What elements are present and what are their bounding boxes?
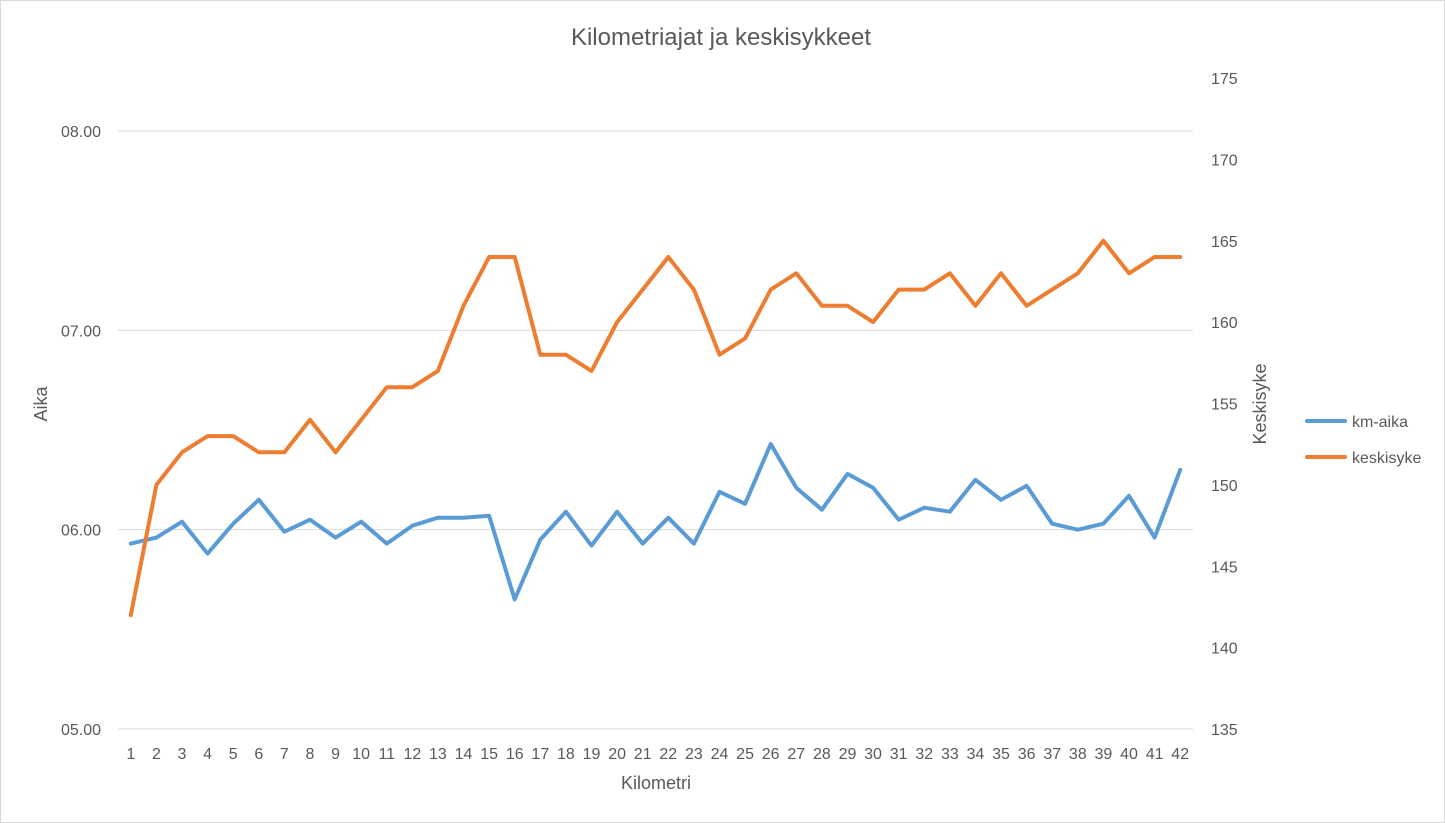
x-tick-label: 38 [1069,746,1087,763]
x-tick-label: 35 [992,746,1010,763]
x-tick-label: 8 [306,746,315,763]
x-tick-label: 25 [736,746,754,763]
legend-label: km-aika [1352,414,1408,431]
x-tick-label: 42 [1171,746,1189,763]
x-tick-label: 1 [126,746,135,763]
right-axis-title: Keskisyke [1250,363,1270,444]
x-tick-label: 41 [1146,746,1164,763]
x-tick-label: 15 [480,746,498,763]
x-tick-label: 14 [455,746,473,763]
x-tick-label: 28 [813,746,831,763]
right-tick-label: 170 [1211,152,1238,169]
x-tick-label: 9 [331,746,340,763]
x-tick-label: 3 [178,746,187,763]
right-tick-label: 155 [1211,397,1238,414]
x-tick-label: 17 [531,746,549,763]
right-tick-label: 145 [1211,559,1238,576]
x-tick-label: 13 [429,746,447,763]
x-tick-label: 29 [839,746,857,763]
left-axis-title: Aika [31,386,51,422]
left-tick-label: 07.00 [61,323,101,340]
x-tick-label: 36 [1018,746,1036,763]
x-tick-label: 39 [1095,746,1113,763]
x-tick-label: 26 [762,746,780,763]
right-axis-ticks: 135 140 145 150 155 160 165 170 175 [1211,71,1238,739]
left-tick-label: 06.00 [61,523,101,540]
x-tick-label: 20 [608,746,626,763]
x-tick-label: 27 [787,746,805,763]
x-tick-label: 2 [152,746,161,763]
chart-title: Kilometriajat ja keskisykkeet [571,24,871,51]
x-tick-label: 7 [280,746,289,763]
x-tick-label: 24 [711,746,729,763]
legend: km-aika keskisyke [1305,414,1421,467]
series-line-km-aika [128,442,1183,602]
x-axis-ticks: 1 2 3 4 5 6 7 8 9 10 11 12 13 14 15 16 17 18 19 20 21 22 23 24 2… [126,746,1189,763]
x-tick-label: 19 [583,746,601,763]
x-tick-label: 21 [634,746,652,763]
x-tick-label: 18 [557,746,575,763]
x-tick-label: 33 [941,746,959,763]
right-tick-label: 175 [1211,71,1238,88]
x-tick-label: 32 [915,746,933,763]
right-tick-label: 140 [1211,641,1238,658]
x-tick-label: 5 [229,746,238,763]
x-tick-label: 4 [203,746,212,763]
x-tick-label: 16 [506,746,524,763]
right-tick-label: 160 [1211,315,1238,332]
x-tick-label: 23 [685,746,703,763]
x-tick-label: 37 [1043,746,1061,763]
right-tick-label: 135 [1211,722,1238,739]
gridlines [118,130,1193,730]
series-lines [128,238,1183,618]
x-axis-title: Kilometri [621,773,691,793]
left-tick-label: 08.00 [61,124,101,141]
left-tick-label: 05.00 [61,722,101,739]
x-tick-label: 12 [403,746,421,763]
x-tick-label: 31 [890,746,908,763]
x-tick-label: 34 [967,746,985,763]
x-tick-label: 22 [659,746,677,763]
right-tick-label: 165 [1211,234,1238,251]
x-tick-label: 40 [1120,746,1138,763]
x-tick-label: 11 [378,746,395,763]
x-tick-label: 10 [352,746,370,763]
left-axis-ticks: 05.00 06.00 07.00 08.00 [61,124,101,739]
right-tick-label: 150 [1211,478,1238,495]
x-tick-label: 30 [864,746,882,763]
series-line-keskisyke [128,238,1183,618]
legend-label: keskisyke [1352,450,1421,467]
x-tick-label: 6 [254,746,263,763]
